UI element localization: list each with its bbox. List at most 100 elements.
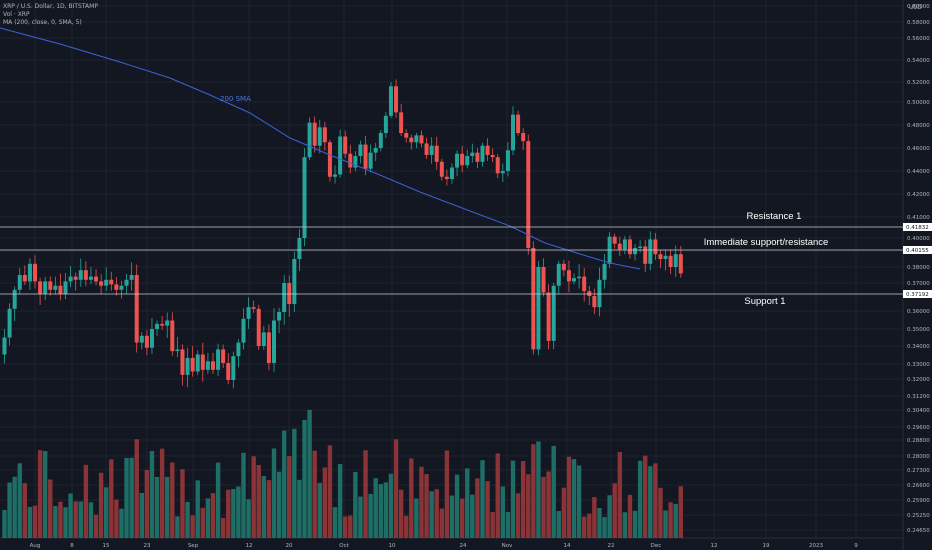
candle-body [236, 342, 241, 357]
price-tick-label: 0.29600 [907, 425, 930, 431]
candle-body [358, 144, 363, 157]
volume-bar [668, 502, 673, 538]
volume-bar [368, 493, 373, 538]
candle-body [378, 133, 383, 148]
price-tick-label: 0.50000 [907, 100, 930, 106]
volume-bar [246, 499, 251, 538]
time-tick-label: 8 [70, 543, 74, 549]
volume-bar [322, 467, 328, 538]
level-price-tag [903, 246, 932, 254]
candle-body [643, 246, 648, 264]
candle-body [12, 289, 17, 309]
volume-bar [261, 475, 267, 538]
candle-body [602, 263, 607, 280]
price-tick-label: 0.33000 [907, 362, 930, 368]
volume-bar [180, 469, 185, 538]
volume-bar [637, 460, 643, 538]
volume-bar [241, 452, 246, 538]
candle-body [302, 157, 307, 238]
volume-bar [632, 510, 638, 538]
volume-bar [495, 453, 500, 538]
volume-bar [327, 445, 333, 538]
volume-bar [73, 501, 78, 538]
volume-bar [393, 439, 399, 538]
candle-body [572, 278, 577, 282]
candle-body [205, 361, 210, 370]
candle-body [485, 145, 490, 155]
candle-body [414, 135, 419, 143]
volume-bar [292, 428, 297, 538]
candle-body [43, 281, 48, 294]
candle-body [526, 141, 531, 248]
price-tick-label: 0.26600 [907, 483, 930, 489]
volume-bar [587, 513, 592, 538]
price-tick-label: 0.38000 [907, 265, 930, 271]
candle-body [251, 307, 256, 309]
candle-body [480, 145, 485, 162]
volume-bar [434, 489, 439, 538]
level-annotation: Immediate support/resistance [704, 237, 829, 248]
level-annotation: Resistance 1 [747, 211, 802, 222]
candle-body [17, 275, 22, 290]
candle-body [297, 238, 302, 259]
volume-bar [200, 507, 206, 538]
candle-body [343, 136, 348, 154]
time-tick-label: 12 [711, 543, 718, 549]
candle-body [327, 142, 332, 177]
volume-bar [653, 463, 658, 538]
volume-bar [536, 441, 541, 538]
volume-bar [144, 469, 150, 538]
candle-body [546, 292, 551, 341]
volume-bar [190, 515, 195, 538]
candle-body [170, 320, 175, 352]
price-tick-label: 0.36000 [907, 309, 930, 315]
volume-bar [134, 439, 139, 538]
volume-bar [643, 455, 648, 538]
volume-bar [337, 463, 343, 538]
candle-body [38, 281, 43, 294]
volume-bar [607, 495, 612, 538]
candle-body [277, 312, 282, 321]
volume-bar [210, 493, 216, 538]
candle-body [33, 263, 38, 282]
volume-bar [226, 489, 231, 538]
candle-body [333, 174, 338, 177]
volume-bar [617, 451, 622, 538]
price-tick-label: 0.41000 [907, 215, 930, 221]
candle-body [241, 318, 246, 343]
volume-bar [505, 511, 511, 538]
candle-body [551, 285, 556, 341]
candle-body [180, 349, 185, 375]
time-tick-label: Nov [502, 543, 513, 549]
volume-bar [358, 496, 363, 538]
candle-body [409, 137, 414, 143]
volume-bar [383, 482, 389, 538]
candle-body [83, 270, 88, 280]
volume-bar [93, 514, 99, 538]
volume-bar [307, 409, 312, 538]
volume-bar [124, 457, 129, 538]
volume-bar [170, 462, 175, 538]
candle-body [536, 267, 541, 350]
volume-bar [500, 486, 506, 538]
candle-body [465, 156, 470, 166]
price-tick-label: 0.24650 [907, 528, 930, 534]
volume-bar [58, 501, 63, 538]
volume-bar [175, 516, 180, 538]
candle-body [338, 136, 343, 175]
volume-bar [32, 505, 38, 538]
volume-bar [612, 483, 617, 538]
volume-bar [215, 462, 221, 538]
candle-body [658, 254, 663, 259]
volume-bar [256, 464, 261, 538]
candle-body [490, 154, 495, 158]
candle-body [27, 263, 32, 282]
candle-body [221, 349, 226, 363]
candle-body [368, 152, 373, 169]
candle-body [582, 276, 587, 292]
volume-bar [88, 502, 94, 538]
volume-bar [378, 484, 383, 538]
price-tick-label: 0.37000 [907, 281, 930, 287]
volume-bar [236, 486, 241, 538]
